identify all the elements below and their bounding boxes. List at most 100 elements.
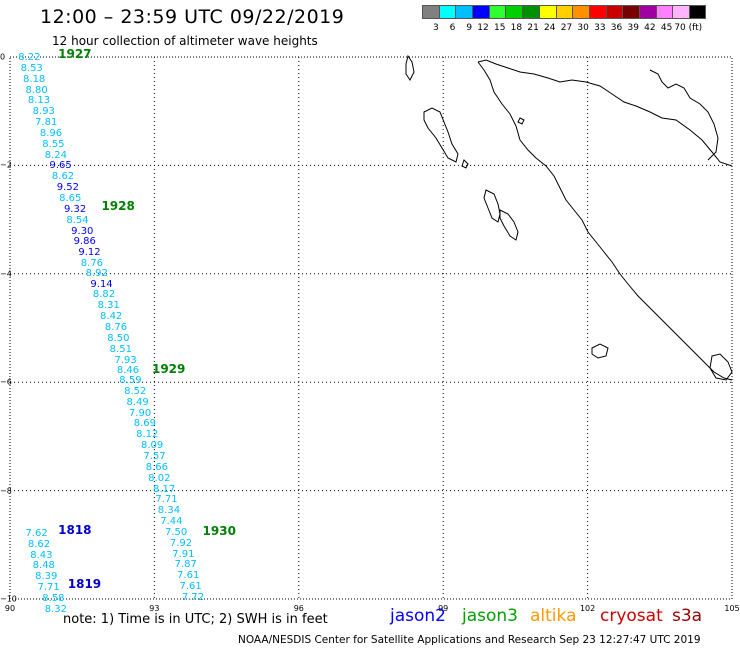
color-scale-label: 12 [477, 23, 489, 33]
legend-jason3: jason3 [462, 606, 518, 626]
swh-reading: 7.91 [172, 548, 195, 560]
malaysia-coast [649, 69, 719, 161]
swh-reading: 9.30 [71, 225, 94, 237]
swh-reading: 8.50 [107, 332, 130, 344]
swh-reading: 7.71 [155, 494, 178, 506]
swh-reading: 9.86 [73, 236, 96, 248]
swh-reading: 8.18 [23, 73, 46, 85]
color-scale-label: 45 [660, 23, 673, 33]
swh-reading: 8.93 [32, 106, 55, 118]
swh-reading: 8.65 [59, 193, 82, 204]
color-swatch [588, 5, 606, 19]
swh-reading: 7.92 [169, 537, 193, 549]
pass-number-label: 1930 [202, 524, 236, 539]
islet-2 [461, 159, 469, 169]
map-title: 12:00 – 23:59 UTC 09/22/2019 [40, 6, 345, 28]
y-tick-label: −2 [0, 160, 12, 170]
x-tick-label: 93 [149, 604, 160, 613]
swh-reading: 8.96 [39, 127, 63, 139]
swh-reading: 8.59 [119, 375, 142, 387]
color-scale-label: 15 [493, 23, 506, 33]
color-swatch [538, 5, 556, 19]
swh-reading: 8.31 [97, 300, 120, 312]
swh-reading: 7.93 [114, 354, 137, 366]
color-swatch [555, 5, 573, 19]
x-tick-label: 90 [4, 604, 16, 613]
swh-reading: 7.72 [181, 591, 205, 603]
swh-reading: 7.90 [128, 407, 152, 419]
color-scale-label: 6 [449, 23, 456, 33]
color-swatch [455, 5, 473, 19]
legend-jason2: jason2 [390, 606, 446, 626]
swh-reading: 7.71 [37, 582, 60, 594]
map-frame [9, 56, 733, 600]
color-swatch [505, 5, 523, 19]
siberut-island [499, 209, 519, 241]
color-swatch [522, 5, 539, 19]
swh-reading: 9.14 [90, 278, 113, 290]
color-swatch [572, 5, 589, 19]
swh-reading: 8.42 [100, 311, 123, 323]
x-tick-label: 102 [579, 604, 596, 613]
swh-reading: 8.46 [116, 365, 140, 377]
color-scale-label: 18 [510, 23, 523, 33]
pass-number-label: 1929 [151, 361, 186, 376]
swh-reading: 7.61 [177, 570, 200, 582]
coastline [405, 54, 733, 381]
swh-reading: 9.65 [49, 160, 72, 172]
swh-reading: 8.49 [126, 396, 149, 408]
swh-reading: 8.34 [157, 505, 181, 517]
swh-reading: 7.81 [35, 117, 58, 129]
swh-reading: 7.57 [143, 450, 166, 462]
color-scale-bar [422, 5, 706, 21]
pass-number-label: 1927 [58, 47, 92, 62]
color-swatch [672, 5, 689, 19]
swh-reading: 8.48 [32, 560, 55, 572]
islet-1 [405, 54, 415, 81]
sumatra-north-coast [477, 59, 733, 167]
swh-reading: 8.09 [140, 440, 164, 452]
color-scale-label: 39 [627, 23, 639, 33]
swh-reading: 8.55 [42, 138, 65, 150]
x-tick-label: 99 [438, 604, 449, 613]
x-tick-label: 105 [724, 604, 740, 613]
swh-reading: 8.43 [30, 549, 53, 561]
map-gridlines [10, 57, 732, 599]
swh-reading: 8.82 [92, 289, 116, 301]
color-swatch [689, 5, 706, 19]
color-swatch [638, 5, 656, 19]
y-tick-label: −10 [0, 594, 17, 604]
map-subtitle: 12 hour collection of altimeter wave hei… [52, 34, 318, 48]
simeulue-island [423, 107, 459, 163]
swh-reading: 8.24 [44, 149, 67, 161]
swh-reading: 8.62 [27, 538, 51, 550]
color-swatch [488, 5, 506, 19]
legend-altika: altika [530, 606, 577, 626]
x-tick-label: 96 [293, 604, 304, 613]
swh-reading: 7.61 [179, 581, 202, 593]
footnote: note: 1) Time is in UTC; 2) SWH is in fe… [63, 612, 328, 627]
swh-reading: 8.02 [148, 472, 171, 484]
color-swatch [472, 5, 489, 19]
swh-reading: 7.50 [165, 526, 188, 538]
swh-reading: 7.62 [25, 527, 48, 539]
swh-reading: 8.39 [35, 571, 58, 583]
swh-reading: 8.32 [44, 603, 67, 615]
swh-reading: 8.12 [136, 429, 159, 441]
swh-reading: 7.87 [174, 559, 197, 571]
y-tick-label: −6 [0, 377, 12, 387]
color-scale-label: 30 [577, 23, 589, 33]
color-scale-label: 36 [610, 23, 623, 33]
swh-reading: 8.17 [152, 483, 176, 495]
swh-reading: 8.92 [85, 267, 108, 279]
swh-reading: 7.44 [160, 516, 183, 528]
color-swatch [655, 5, 673, 19]
pass-number-label: 1818 [58, 523, 92, 538]
y-tick-label: 0 [0, 52, 6, 62]
swh-reading: 8.69 [133, 418, 156, 430]
swh-reading: 8.76 [104, 322, 128, 333]
legend-s3a: s3a [672, 606, 703, 626]
color-scale-label: 42 [644, 23, 656, 33]
swh-reading: 9.12 [78, 247, 101, 259]
